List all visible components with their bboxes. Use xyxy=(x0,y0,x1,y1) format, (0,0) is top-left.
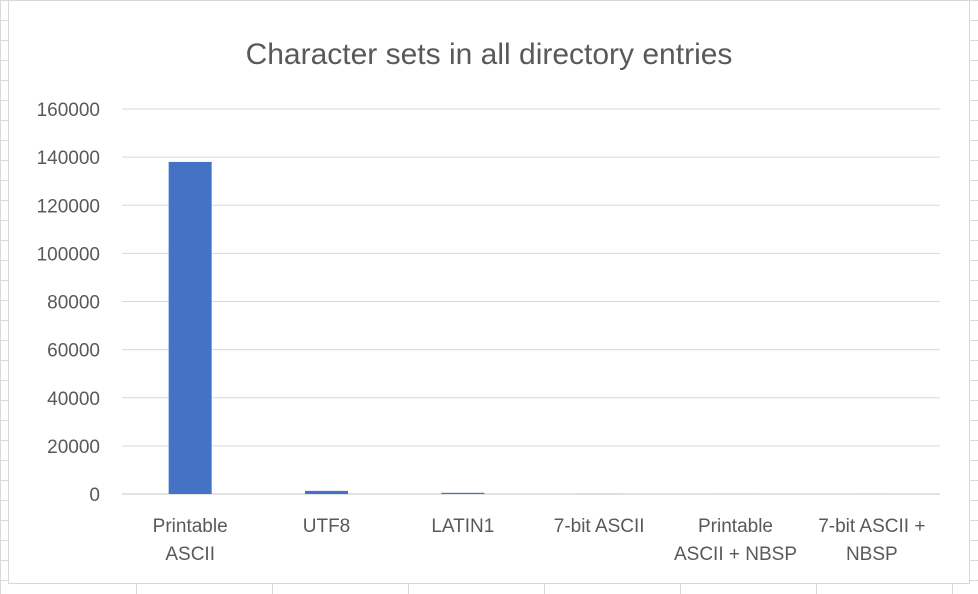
chart-area[interactable] xyxy=(8,0,970,584)
bars xyxy=(168,161,894,494)
y-tick-label: 60000 xyxy=(47,341,100,362)
y-tick-label: 0 xyxy=(89,485,100,506)
y-tick-label: 40000 xyxy=(47,389,100,410)
x-tick-label: Printable xyxy=(153,516,228,537)
y-tick-label: 120000 xyxy=(37,196,100,217)
y-tick-label: 140000 xyxy=(37,148,100,169)
gridlines xyxy=(122,108,940,495)
y-tick-label: 160000 xyxy=(37,100,100,121)
x-tick-label: ASCII xyxy=(165,544,215,565)
x-tick-label: ASCII + NBSP xyxy=(674,544,797,565)
y-axis-labels: 0 20000 40000 60000 80000 100000 120000 140000 1… xyxy=(37,100,100,506)
bar[interactable] xyxy=(305,490,348,494)
bar[interactable] xyxy=(441,492,485,494)
chart-title: Character sets in all directory entries xyxy=(246,38,733,71)
x-tick-label: Printable xyxy=(698,516,773,537)
x-axis-labels: Printable ASCII UTF8 LATIN1 7-bit ASCII Print… xyxy=(153,516,926,565)
x-tick-label: LATIN1 xyxy=(431,516,494,537)
y-tick-label: 80000 xyxy=(47,293,100,314)
bar[interactable] xyxy=(168,161,212,494)
x-tick-label: UTF8 xyxy=(303,516,351,537)
x-tick-label: 7-bit ASCII xyxy=(554,516,645,537)
x-tick-label: NBSP xyxy=(846,544,898,565)
y-tick-label: 100000 xyxy=(37,244,100,265)
y-tick-label: 20000 xyxy=(47,437,100,458)
x-tick-label: 7-bit ASCII + xyxy=(818,516,925,537)
